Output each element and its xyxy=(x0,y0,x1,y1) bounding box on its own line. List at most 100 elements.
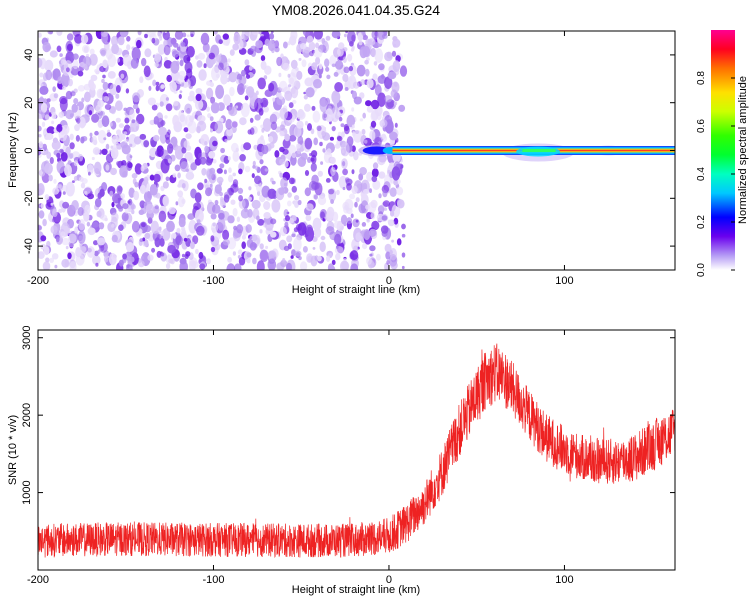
noise-speckle xyxy=(326,210,334,222)
noise-speckle xyxy=(334,82,343,92)
noise-speckle xyxy=(38,141,44,149)
noise-speckle xyxy=(255,182,263,193)
noise-speckle xyxy=(89,82,96,91)
noise-speckle xyxy=(76,117,81,124)
noise-speckle xyxy=(185,168,190,172)
noise-speckle xyxy=(305,224,314,236)
noise-speckle xyxy=(131,119,136,124)
noise-speckle xyxy=(199,263,206,270)
noise-speckle xyxy=(356,64,366,77)
noise-speckle xyxy=(107,71,116,79)
noise-speckle xyxy=(186,46,195,58)
noise-speckle xyxy=(176,227,181,234)
noise-speckle xyxy=(144,33,148,39)
noise-speckle xyxy=(160,230,164,237)
noise-speckle xyxy=(366,171,373,182)
noise-speckle xyxy=(346,217,353,225)
noise-speckle xyxy=(253,144,258,150)
noise-speckle xyxy=(45,257,50,263)
noise-speckle xyxy=(64,259,70,268)
noise-speckle xyxy=(349,250,359,261)
noise-speckle xyxy=(313,48,323,59)
noise-speckle xyxy=(390,261,398,270)
noise-speckle xyxy=(374,48,384,63)
noise-speckle xyxy=(259,159,264,165)
noise-speckle xyxy=(280,177,288,189)
noise-speckle xyxy=(238,195,244,202)
noise-speckle xyxy=(132,92,141,103)
noise-speckle xyxy=(194,157,202,166)
snr-plot-area xyxy=(38,330,675,570)
noise-speckle xyxy=(130,58,139,69)
noise-speckle xyxy=(366,218,370,222)
noise-speckle xyxy=(311,62,318,71)
noise-speckle xyxy=(51,120,55,125)
noise-speckle xyxy=(92,147,101,156)
colorbar-tick-label: 0.2 xyxy=(696,215,707,229)
noise-speckle xyxy=(185,251,191,257)
noise-speckle xyxy=(74,33,83,44)
noise-speckle xyxy=(304,137,313,150)
noise-speckle xyxy=(181,226,186,232)
noise-speckle xyxy=(393,101,398,106)
noise-speckle xyxy=(263,201,271,210)
noise-speckle xyxy=(294,195,300,201)
noise-speckle xyxy=(139,76,144,84)
noise-speckle xyxy=(238,168,243,175)
noise-speckle xyxy=(323,151,333,164)
noise-speckle xyxy=(342,168,348,176)
noise-speckle xyxy=(240,102,250,118)
noise-speckle xyxy=(187,95,195,102)
noise-speckle xyxy=(151,37,156,44)
noise-speckle xyxy=(72,59,79,70)
noise-speckle xyxy=(141,222,146,228)
noise-speckle xyxy=(208,171,217,184)
noise-speckle xyxy=(351,124,355,129)
x-tick-label: 100 xyxy=(555,275,573,287)
spectrogram-y-axis-label: Frequency (Hz) xyxy=(7,112,19,188)
noise-speckle xyxy=(376,253,381,261)
noise-speckle xyxy=(160,158,170,174)
figure-title: YM08.2026.041.04.35.G24 xyxy=(272,2,440,18)
noise-speckle xyxy=(208,151,216,159)
noise-speckle xyxy=(218,212,225,220)
noise-speckle xyxy=(91,135,97,145)
noise-speckle xyxy=(51,140,61,151)
noise-speckle xyxy=(311,105,316,111)
noise-speckle xyxy=(65,146,71,155)
noise-speckle xyxy=(216,168,223,174)
noise-speckle xyxy=(387,71,397,80)
noise-speckle xyxy=(392,43,397,48)
noise-speckle xyxy=(111,35,119,47)
noise-speckle xyxy=(163,60,173,69)
noise-speckle xyxy=(296,147,302,155)
noise-speckle xyxy=(112,193,121,204)
noise-speckle xyxy=(101,115,110,127)
noise-speckle xyxy=(298,114,302,118)
noise-speckle xyxy=(306,253,313,263)
y-tick-label: 40 xyxy=(23,49,35,61)
noise-speckle xyxy=(306,35,314,44)
noise-speckle xyxy=(244,95,249,101)
noise-speckle xyxy=(278,80,288,92)
noise-speckle xyxy=(149,119,156,126)
noise-speckle xyxy=(149,184,158,196)
noise-speckle xyxy=(398,104,406,112)
noise-speckle xyxy=(53,178,57,184)
noise-speckle xyxy=(256,215,260,221)
noise-speckle xyxy=(81,97,85,103)
y-tick-label: -40 xyxy=(23,238,35,254)
noise-speckle xyxy=(129,126,135,132)
noise-speckle xyxy=(401,233,406,238)
noise-speckle xyxy=(172,232,177,239)
noise-speckle xyxy=(61,72,70,88)
noise-speckle xyxy=(181,183,186,189)
noise-speckle xyxy=(210,213,217,220)
noise-speckle xyxy=(252,160,256,167)
noise-speckle xyxy=(343,66,350,74)
noise-speckle xyxy=(143,65,151,78)
noise-speckle xyxy=(51,111,57,120)
noise-speckle xyxy=(304,170,310,176)
noise-speckle xyxy=(94,130,99,136)
noise-speckle xyxy=(248,186,252,191)
